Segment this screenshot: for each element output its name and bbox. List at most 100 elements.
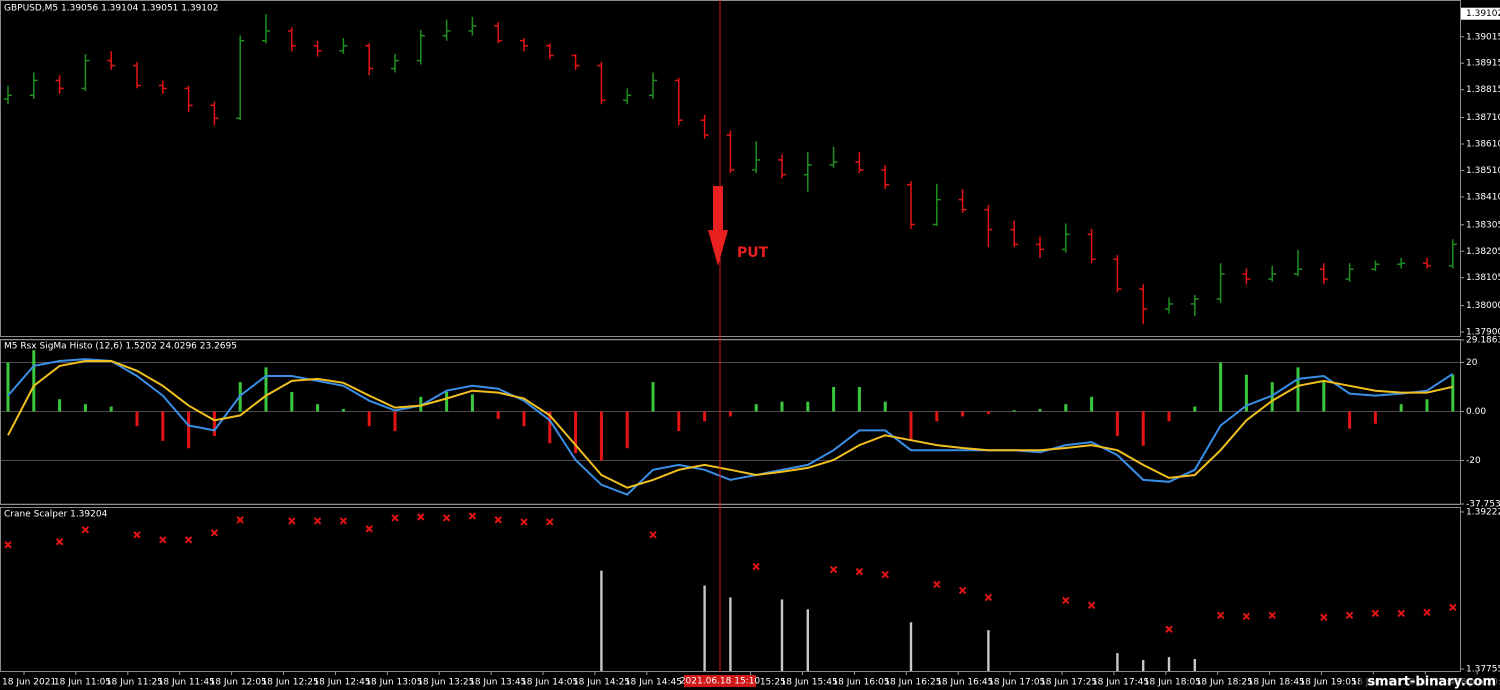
signal-cross [468, 512, 477, 520]
signal-cross [881, 570, 889, 579]
histo-bar [161, 411, 165, 441]
y-tick-label: 1.37755 [1466, 665, 1500, 675]
x-tick-label: 18 Jun 11:45 [158, 678, 215, 688]
histo-bar [1296, 367, 1300, 412]
histo-bar [806, 401, 810, 412]
put-label: PUT [737, 245, 769, 261]
histo-bar [32, 350, 36, 412]
x-tick-label: 18 Jun 12:45 [313, 678, 370, 688]
last-price: 1.39102 [1466, 9, 1500, 19]
histo-bar [522, 411, 526, 427]
x-tick-label: 18 Jun 18:05 [1144, 678, 1201, 688]
signal-bar [1116, 653, 1119, 671]
histo-bar [986, 411, 990, 414]
signal-bar [987, 630, 990, 671]
indicator-line [7, 360, 1454, 489]
histo-bar [1451, 374, 1455, 412]
histo-bar [367, 411, 371, 427]
histo-bar [728, 411, 732, 417]
y-tick-label: 1.38815 [1466, 85, 1500, 95]
histo-bar [1115, 411, 1119, 437]
signal-cross [159, 536, 167, 544]
x-tick-label: 18 Jun 19:05 [1300, 678, 1357, 688]
signal-cross [1371, 609, 1380, 618]
histo-bar [1141, 411, 1145, 446]
histo-bar [1012, 410, 1016, 412]
signal-cross [417, 513, 425, 521]
x-tick-label: 18 Jun 12:05 [210, 678, 267, 688]
x-tick-label: 18 Jun 18:45 [1248, 678, 1305, 688]
indicator-title: M5 Rsx SigMa Histo (12,6) 1.5202 24.0296… [4, 342, 237, 352]
y-tick-label: -20 [1466, 456, 1481, 466]
histo-bar [470, 394, 474, 412]
x-tick-label: 18 Jun 17:05 [988, 678, 1045, 688]
histo-bar [857, 387, 861, 412]
x-tick-label: 18 Jun 13:25 [417, 678, 474, 688]
signal-cross [442, 514, 451, 522]
x-tick-label: 18 Jun 16:25 [884, 678, 941, 688]
x-tick-label: 18 Jun 2021 [2, 678, 56, 688]
histo-bar [496, 411, 500, 419]
x-tick-label: 18 Jun 11:05 [54, 678, 111, 688]
histo-bar [1399, 404, 1403, 412]
indicator-line [7, 358, 1454, 496]
histo-bar [909, 411, 913, 441]
x-tick-label: 18 Jun 15:45 [781, 678, 838, 688]
signal-bar [1193, 659, 1196, 671]
histo-bar [677, 411, 681, 432]
histo-bar [832, 387, 836, 412]
signal-cross [236, 516, 244, 524]
histo-bar [316, 404, 320, 412]
signal-cross [855, 567, 864, 576]
scalper-panel [0, 507, 1461, 672]
signal-cross [4, 541, 12, 549]
histo-bar [341, 409, 345, 412]
signal-cross [1423, 608, 1431, 617]
x-tick-label: 18 Jun 14:25 [573, 678, 630, 688]
histo-bar [1038, 409, 1042, 412]
signal-bar [703, 585, 706, 671]
y-tick-label: 1.38915 [1466, 59, 1500, 69]
signal-cross [81, 526, 90, 534]
x-tick-label: 18 Jun 11:25 [106, 678, 163, 688]
histo-bar [445, 391, 449, 412]
histo-bar [1270, 382, 1274, 412]
y-tick-label: 1.38410 [1466, 192, 1500, 202]
y-tick-label: 1.39015 [1466, 32, 1500, 42]
y-tick-label: 1.38205 [1466, 247, 1500, 257]
histo-bar [935, 411, 939, 422]
signal-cross [1345, 611, 1354, 620]
x-tick-label: 18 Jun 16:05 [832, 678, 889, 688]
x-tick-label: 18 Jun 18:25 [1196, 678, 1253, 688]
histo-bar [6, 362, 10, 412]
y-tick-label: -37.7534 [1466, 500, 1500, 510]
histo-bar [1167, 411, 1171, 422]
signal-cross [649, 531, 657, 539]
put-arrow-shaft [713, 186, 723, 232]
signal-cross [1242, 612, 1251, 620]
signal-cross [520, 518, 528, 526]
y-tick-label: 1.38710 [1466, 113, 1500, 123]
signal-cross [391, 514, 399, 522]
signal-cross [339, 517, 348, 525]
signal-cross [1320, 613, 1328, 622]
y-tick-label: 20 [1466, 358, 1478, 368]
histo-bar [1425, 399, 1429, 412]
y-tick-label: 1.37900 [1466, 328, 1500, 338]
signal-cross [1165, 625, 1173, 633]
signal-cross [365, 525, 373, 533]
signal-cross [984, 593, 993, 602]
signal-cross [210, 529, 219, 537]
signal-bar [729, 597, 732, 671]
y-tick-label: 29.1863 [1466, 336, 1500, 346]
signal-cross [933, 580, 941, 589]
histo-bar [1348, 411, 1352, 429]
x-tick-label: 18 Jun 13:05 [365, 678, 422, 688]
histo-bar [780, 401, 784, 412]
y-tick-label: 1.38610 [1466, 140, 1500, 150]
signal-cross [958, 586, 967, 595]
y-tick-label: 0.00 [1466, 407, 1486, 417]
y-tick-label: 1.38000 [1466, 301, 1500, 311]
histo-bar [883, 401, 887, 412]
histo-bar [1193, 406, 1197, 412]
